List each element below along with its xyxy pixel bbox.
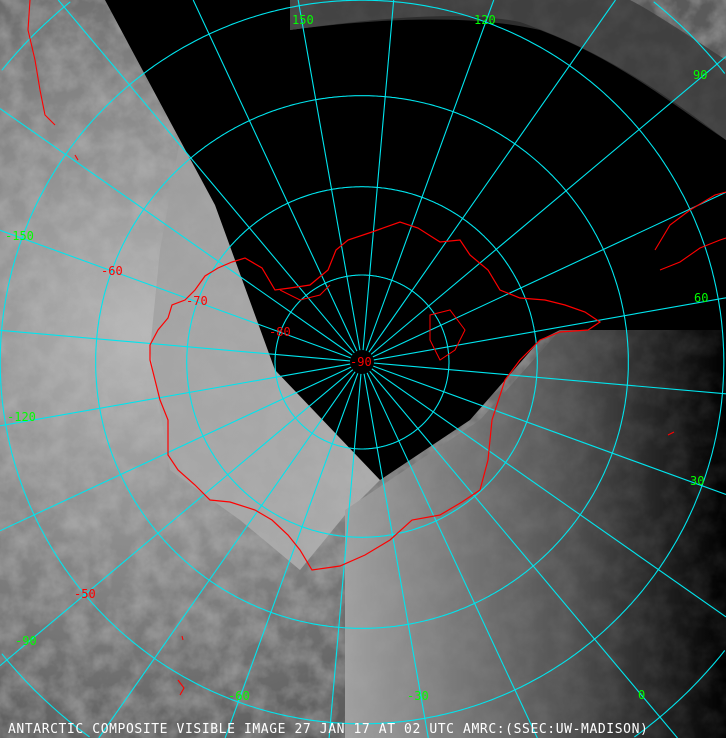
ross-ice-shelf-outline [279,284,466,361]
longitude-line [373,297,726,361]
lon-label: -150 [5,229,34,243]
lat-label: -70 [186,294,208,308]
longitude-line [98,371,356,738]
lon-label: 120 [474,13,496,27]
grid-labels: -150 -120 -90 -60 -30 0 30 60 90 120 150… [5,13,708,703]
lat-label: -60 [101,264,123,278]
longitude-line [370,56,726,355]
longitude-line [369,370,678,738]
longitude-line [224,373,359,738]
lat-label: -90 [350,355,372,369]
longitude-line [365,0,495,351]
lon-label: 0 [638,688,645,702]
latitude-ring [1,653,90,738]
coastline [27,0,726,696]
longitude-line [362,0,395,351]
lat-label: -50 [74,587,96,601]
lon-label: -30 [407,689,429,703]
lon-label: 60 [694,291,708,305]
longitude-line [328,373,362,738]
longitude-line [0,108,353,356]
longitude-line [366,372,538,738]
lat-label: -80 [269,325,291,339]
lon-label: -90 [15,634,37,648]
latitude-ring [634,650,726,738]
lon-label: -60 [228,689,250,703]
longitude-line [57,0,355,354]
latitude-ring [274,274,450,450]
latitude-ring [653,1,726,74]
longitude-line [297,0,361,351]
latitude-ring [95,95,629,629]
lon-label: 90 [693,68,707,82]
lon-label: 150 [292,13,314,27]
latitude-ring [186,186,538,538]
lon-label: 30 [690,474,704,488]
longitude-line [372,191,726,358]
longitude-line [192,0,358,352]
no-data-region [105,0,726,480]
longitude-line [0,369,354,667]
longitude-line [0,329,351,362]
longitude-line [371,368,726,618]
longitude-line [0,363,351,427]
new-zealand-coastline [654,191,726,436]
longitude-line [363,373,429,738]
longitude-line [0,229,351,359]
latitude-ring [1,1,71,71]
image-caption: ANTARCTIC COMPOSITE VISIBLE IMAGE 27 JAN… [8,722,649,737]
longitude-line [373,365,726,496]
south-america-coastline [27,0,185,696]
lon-label: -120 [7,410,36,424]
antarctica-coastline [149,221,602,571]
longitude-line [368,0,616,353]
longitude-line [0,366,352,532]
longitude-line [373,362,726,395]
